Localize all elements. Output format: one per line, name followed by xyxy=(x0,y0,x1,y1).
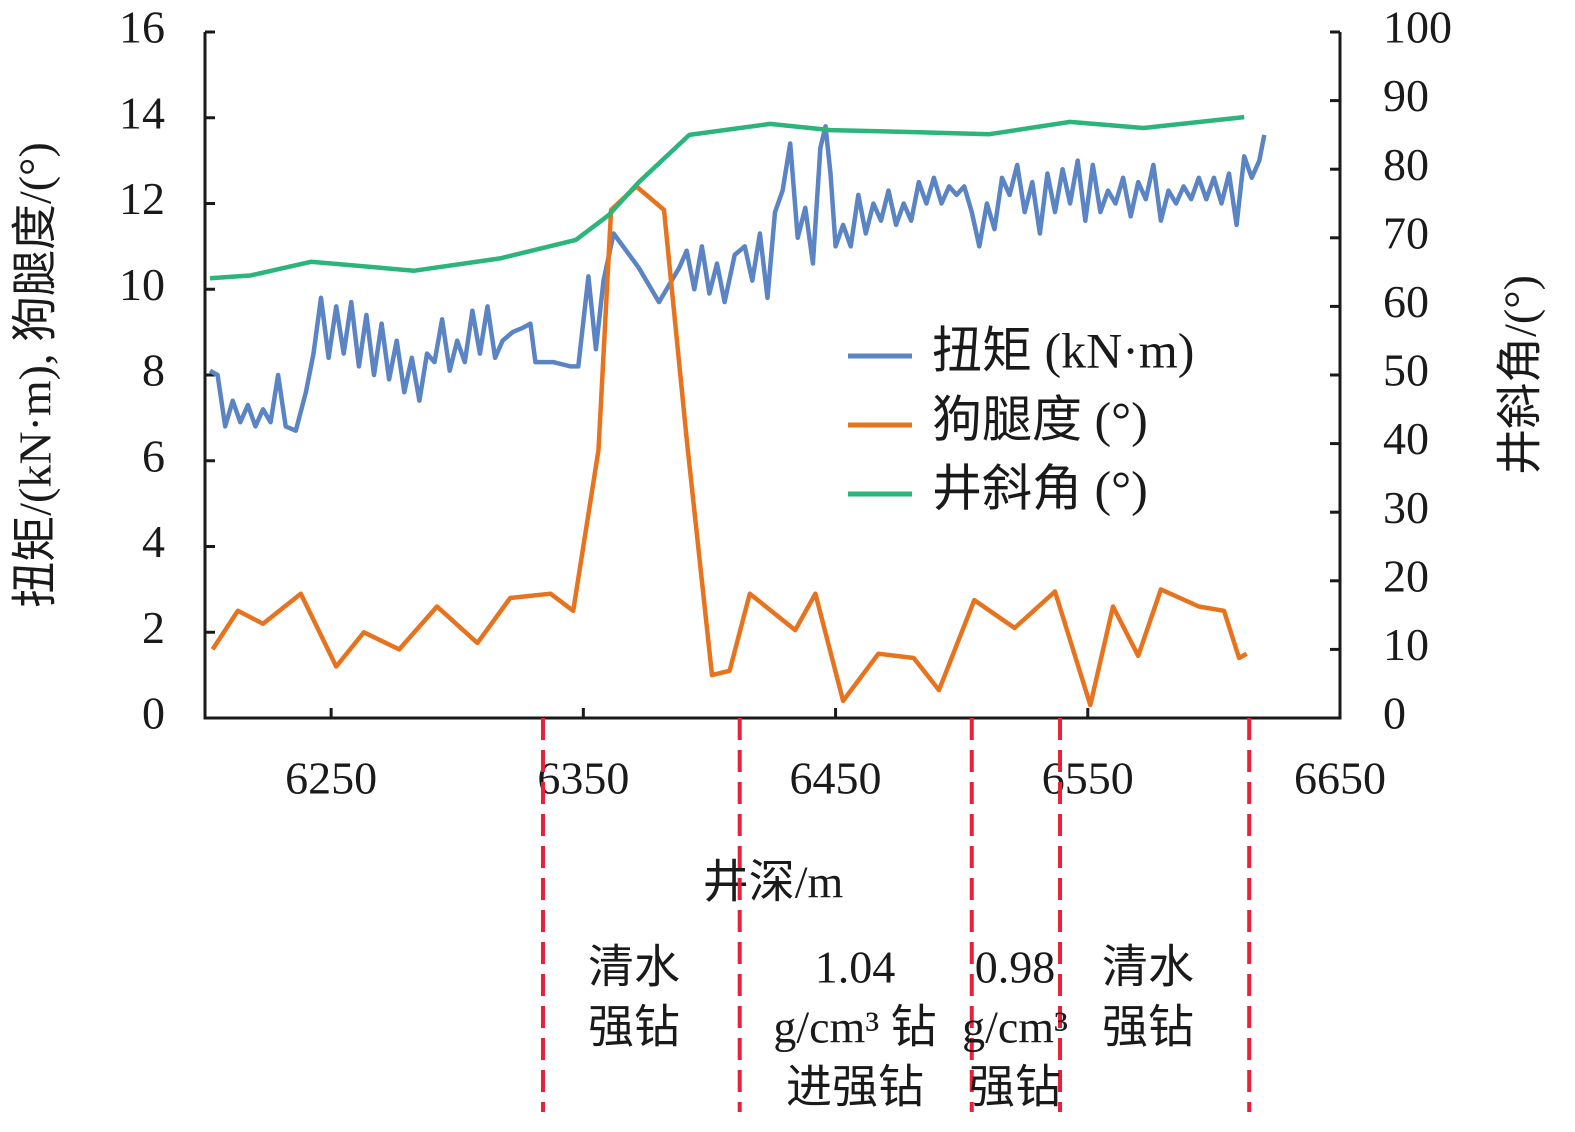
y2-tick-label: 0 xyxy=(1383,688,1406,739)
series-line xyxy=(208,124,1267,433)
y2-tick-label: 90 xyxy=(1383,70,1429,121)
y-tick-label: 8 xyxy=(142,345,165,396)
y-tick-label: 2 xyxy=(142,602,165,653)
y-tick-label: 6 xyxy=(142,430,165,481)
annotation: 0.98 xyxy=(975,942,1056,993)
y2-tick-label: 40 xyxy=(1383,413,1429,464)
annotation: 强钻 xyxy=(1102,1002,1194,1053)
x-tick-label: 6350 xyxy=(537,753,629,804)
y-tick-label: 14 xyxy=(119,87,165,138)
x-axis-title: 井深/m xyxy=(703,857,844,908)
y2-tick-label: 50 xyxy=(1383,345,1429,396)
legend-label: 井斜角 (°) xyxy=(932,460,1148,516)
series-line xyxy=(209,114,1245,281)
legend-label: 扭矩 (kN·m) xyxy=(932,322,1194,378)
y-axis-title: 扭矩/(kN·m), 狗腿度/(°) xyxy=(10,142,61,608)
annotation: 清水 xyxy=(588,942,680,993)
x-tick-label: 6250 xyxy=(285,753,377,804)
y-tick-label: 10 xyxy=(119,259,165,310)
y2-tick-label: 30 xyxy=(1383,482,1429,533)
y-tick-label: 0 xyxy=(142,688,165,739)
series-line xyxy=(210,184,1248,708)
annotation: 清水 xyxy=(1102,942,1194,993)
y2-tick-label: 10 xyxy=(1383,619,1429,670)
annotation: g/cm³ 钻 xyxy=(773,1002,936,1053)
annotation: 强钻 xyxy=(969,1062,1061,1113)
legend-label: 狗腿度 (°) xyxy=(932,391,1148,447)
y2-tick-label: 100 xyxy=(1383,2,1452,53)
x-tick-label: 6550 xyxy=(1042,753,1134,804)
y2-axis-title: 井斜角/(°) xyxy=(1495,275,1546,475)
x-tick-label: 6450 xyxy=(790,753,882,804)
annotation: 1.04 xyxy=(815,942,896,993)
annotation: g/cm³ xyxy=(962,1002,1068,1053)
y2-tick-label: 70 xyxy=(1383,207,1429,258)
y2-tick-label: 20 xyxy=(1383,550,1429,601)
annotation: 强钻 xyxy=(588,1002,680,1053)
x-tick-label: 6650 xyxy=(1294,753,1386,804)
y-tick-label: 12 xyxy=(119,173,165,224)
y-tick-label: 4 xyxy=(142,516,165,567)
annotation: 进强钻 xyxy=(786,1062,924,1113)
y2-tick-label: 80 xyxy=(1383,139,1429,190)
y2-tick-label: 60 xyxy=(1383,276,1429,327)
y-tick-label: 16 xyxy=(119,2,165,53)
